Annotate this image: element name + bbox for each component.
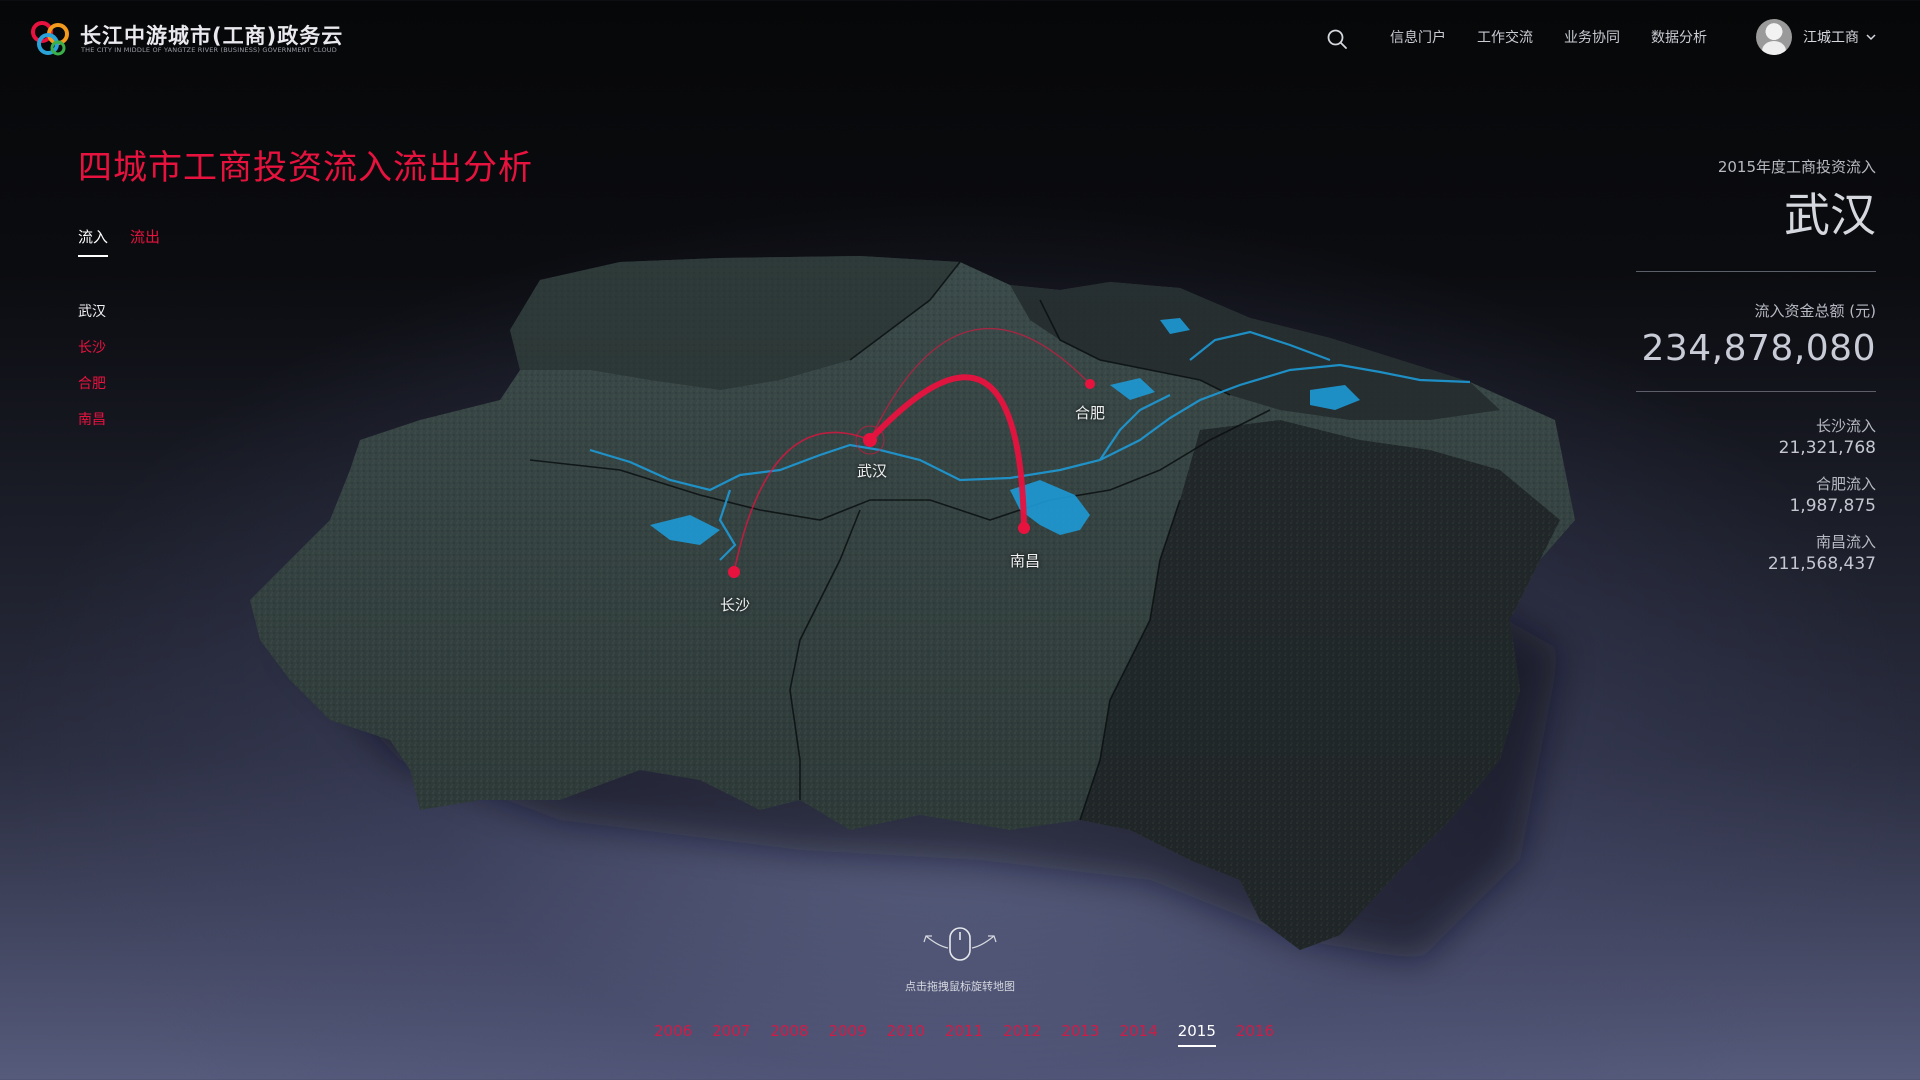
city-item-changsha[interactable]: 长沙 bbox=[78, 340, 106, 356]
nav-data-analysis[interactable]: 数据分析 bbox=[1651, 30, 1707, 46]
year-2009[interactable]: 2009 bbox=[828, 1022, 867, 1040]
chevron-down-icon[interactable] bbox=[1865, 31, 1877, 43]
main-nav: 信息门户 工作交流 业务协同 数据分析 bbox=[1390, 27, 1738, 47]
year-2016[interactable]: 2016 bbox=[1235, 1022, 1275, 1040]
flow-item-hefei: 合肥流入 1,987,875 bbox=[1636, 474, 1876, 518]
rotate-hint-text: 点击拖拽鼠标旋转地图 bbox=[905, 980, 1015, 993]
rotate-hint: 点击拖拽鼠标旋转地图 bbox=[900, 922, 1020, 994]
flow-item-changsha: 长沙流入 21,321,768 bbox=[1636, 416, 1876, 460]
total-inflow-value: 234,878,080 bbox=[1641, 328, 1876, 369]
flow-value: 1,987,875 bbox=[1789, 496, 1876, 516]
logo-icon bbox=[31, 21, 69, 56]
year-2008[interactable]: 2008 bbox=[770, 1022, 809, 1040]
year-2010[interactable]: 2010 bbox=[886, 1022, 925, 1040]
year-2013[interactable]: 2013 bbox=[1061, 1022, 1100, 1040]
divider bbox=[1636, 391, 1876, 392]
nav-business-collab[interactable]: 业务协同 bbox=[1564, 30, 1620, 46]
top-header: 长江中游城市(工商)政务云 THE CITY IN MIDDLE OF YANG… bbox=[0, 0, 1920, 76]
map-label-nanchang[interactable]: 南昌 bbox=[1010, 552, 1041, 570]
mouse-drag-icon bbox=[923, 927, 997, 961]
flow-tabs: 流入 流出 bbox=[78, 226, 182, 257]
flow-label: 南昌流入 bbox=[1815, 533, 1876, 551]
flow-value: 21,321,768 bbox=[1778, 438, 1876, 458]
map-label-changsha[interactable]: 长沙 bbox=[720, 596, 751, 614]
year-2011[interactable]: 2011 bbox=[944, 1022, 984, 1040]
flow-breakdown: 长沙流入 21,321,768 合肥流入 1,987,875 南昌流入 211,… bbox=[1636, 416, 1876, 576]
logo-subtitle: THE CITY IN MIDDLE OF YANGTZE RIVER (BUS… bbox=[81, 46, 337, 54]
city-item-hefei[interactable]: 合肥 bbox=[78, 376, 106, 392]
tab-inflow[interactable]: 流入 bbox=[78, 226, 109, 257]
year-2006[interactable]: 2006 bbox=[654, 1022, 693, 1040]
total-inflow-label: 流入资金总额 (元) bbox=[1754, 302, 1876, 320]
avatar[interactable] bbox=[1756, 19, 1792, 55]
flow-label: 合肥流入 bbox=[1815, 475, 1876, 493]
tab-outflow[interactable]: 流出 bbox=[130, 228, 161, 246]
logo-title: 长江中游城市(工商)政务云 bbox=[80, 24, 344, 48]
flow-value: 211,568,437 bbox=[1767, 554, 1876, 574]
nav-work-exchange[interactable]: 工作交流 bbox=[1477, 30, 1533, 46]
user-name[interactable]: 江城工商 bbox=[1803, 30, 1859, 46]
city-item-wuhan[interactable]: 武汉 bbox=[78, 304, 106, 320]
map-label-wuhan[interactable]: 武汉 bbox=[857, 462, 888, 480]
search-icon[interactable] bbox=[1326, 28, 1348, 50]
flow-item-nanchang: 南昌流入 211,568,437 bbox=[1636, 532, 1876, 576]
divider bbox=[1636, 271, 1876, 272]
page-title: 四城市工商投资流入流出分析 bbox=[78, 148, 533, 188]
city-list: 武汉 长沙 合肥 南昌 bbox=[78, 302, 106, 446]
city-item-nanchang[interactable]: 南昌 bbox=[78, 412, 106, 428]
year-2007[interactable]: 2007 bbox=[712, 1022, 751, 1040]
flow-label: 长沙流入 bbox=[1815, 417, 1876, 435]
nav-info-portal[interactable]: 信息门户 bbox=[1390, 30, 1446, 46]
summary-year-label: 2015年度工商投资流入 bbox=[1717, 158, 1876, 176]
year-2012[interactable]: 2012 bbox=[1003, 1022, 1042, 1040]
logo[interactable]: 长江中游城市(工商)政务云 THE CITY IN MIDDLE OF YANG… bbox=[28, 18, 342, 58]
summary-panel: 2015年度工商投资流入 武汉 流入资金总额 (元) 234,878,080 长… bbox=[1636, 156, 1876, 590]
summary-city: 武汉 bbox=[1784, 188, 1876, 242]
year-2014[interactable]: 2014 bbox=[1119, 1022, 1158, 1040]
map-label-hefei[interactable]: 合肥 bbox=[1075, 404, 1106, 422]
year-timeline: 2006 2007 2008 2009 2010 2011 2012 2013 … bbox=[654, 1022, 1294, 1047]
year-2015[interactable]: 2015 bbox=[1177, 1022, 1216, 1047]
user-menu[interactable]: 江城工商 bbox=[1756, 17, 1877, 57]
